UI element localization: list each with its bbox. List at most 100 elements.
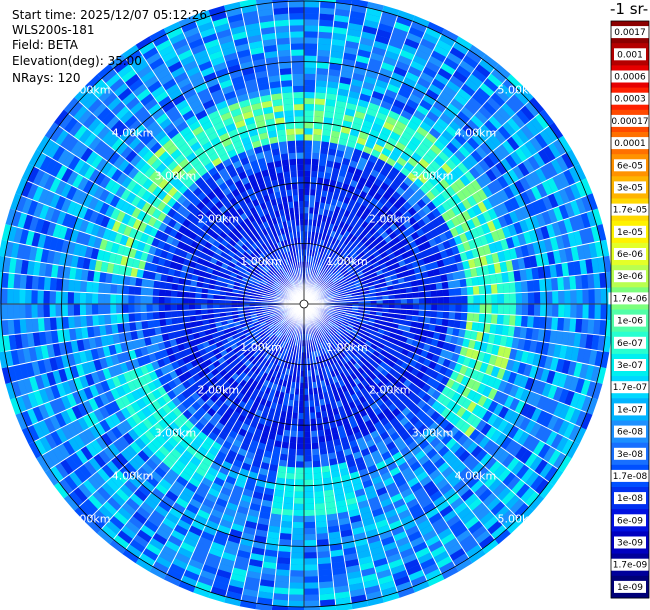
data-cell	[338, 313, 345, 318]
data-cell	[233, 337, 241, 344]
data-cell	[22, 244, 32, 261]
data-cell	[288, 588, 304, 595]
data-cell	[569, 376, 580, 392]
data-cell	[462, 539, 479, 553]
data-cell	[503, 346, 512, 359]
data-cell	[285, 122, 295, 130]
data-cell	[212, 17, 229, 28]
data-cell	[449, 304, 456, 312]
data-cell	[213, 308, 220, 314]
data-cell	[259, 436, 268, 445]
data-cell	[108, 365, 118, 378]
data-cell	[272, 599, 289, 607]
data-cell	[318, 265, 324, 272]
data-cell	[318, 13, 335, 21]
data-cell	[254, 225, 262, 233]
data-cell	[288, 277, 293, 283]
data-cell	[149, 125, 163, 138]
data-cell	[92, 490, 107, 506]
data-cell	[453, 501, 468, 515]
data-cell	[220, 349, 228, 357]
data-cell	[277, 465, 287, 473]
data-cell	[156, 358, 166, 369]
data-cell	[263, 487, 275, 496]
data-cell	[364, 13, 381, 23]
data-cell	[310, 183, 317, 190]
data-cell	[428, 360, 437, 370]
data-cell	[456, 354, 466, 365]
data-cell	[212, 536, 228, 547]
data-cell	[482, 352, 492, 364]
data-cell	[125, 204, 137, 216]
data-cell	[166, 452, 179, 465]
data-cell	[213, 304, 220, 309]
data-cell	[372, 385, 381, 394]
data-cell	[267, 340, 274, 347]
data-cell	[142, 354, 152, 365]
data-cell	[332, 26, 348, 35]
data-cell	[268, 253, 275, 260]
data-cell	[280, 447, 289, 455]
data-cell	[360, 171, 370, 180]
data-cell	[325, 332, 331, 339]
data-cell	[365, 439, 376, 448]
data-cell	[151, 255, 160, 265]
data-cell	[550, 433, 564, 450]
data-cell	[503, 382, 514, 396]
data-cell	[585, 333, 594, 350]
data-cell	[136, 409, 148, 422]
data-cell	[307, 231, 312, 238]
data-cell	[183, 341, 191, 350]
data-cell	[225, 311, 233, 317]
data-cell	[425, 336, 433, 346]
data-cell	[290, 176, 298, 184]
data-cell	[327, 364, 334, 372]
data-cell	[49, 236, 59, 252]
data-cell	[246, 514, 259, 524]
data-cell	[235, 555, 250, 565]
data-cell	[311, 262, 315, 269]
data-cell	[174, 552, 191, 565]
data-cell	[260, 188, 269, 197]
data-cell	[343, 448, 353, 457]
data-cell	[225, 502, 239, 512]
data-cell	[569, 408, 582, 425]
data-cell	[350, 520, 364, 530]
data-cell	[46, 371, 57, 387]
data-cell	[383, 421, 393, 432]
data-cell	[397, 88, 412, 99]
data-cell	[304, 164, 312, 171]
data-cell	[261, 456, 272, 464]
data-cell	[332, 334, 339, 340]
data-cell	[141, 190, 152, 202]
data-cell	[117, 530, 133, 545]
data-cell	[325, 93, 338, 101]
data-cell	[131, 358, 140, 370]
data-cell	[278, 325, 284, 331]
data-cell	[345, 34, 361, 44]
data-cell	[352, 116, 364, 126]
data-cell	[175, 121, 189, 133]
data-cell	[360, 567, 377, 577]
data-cell	[158, 311, 166, 320]
data-cell	[70, 140, 84, 156]
data-cell	[201, 314, 209, 321]
data-cell	[438, 561, 456, 574]
data-cell	[233, 37, 249, 47]
data-cell	[227, 128, 239, 138]
data-cell	[502, 471, 516, 487]
data-cell	[146, 287, 154, 297]
data-cell	[99, 419, 111, 433]
data-cell	[27, 166, 40, 184]
data-cell	[243, 300, 250, 304]
data-cell	[175, 497, 189, 509]
data-cell	[117, 274, 125, 285]
data-cell	[272, 328, 279, 334]
data-cell	[410, 321, 418, 328]
data-cell	[52, 145, 66, 162]
data-cell	[54, 412, 67, 428]
data-cell	[77, 109, 93, 125]
data-cell	[307, 370, 312, 377]
data-cell	[582, 348, 592, 365]
data-cell	[470, 369, 480, 381]
